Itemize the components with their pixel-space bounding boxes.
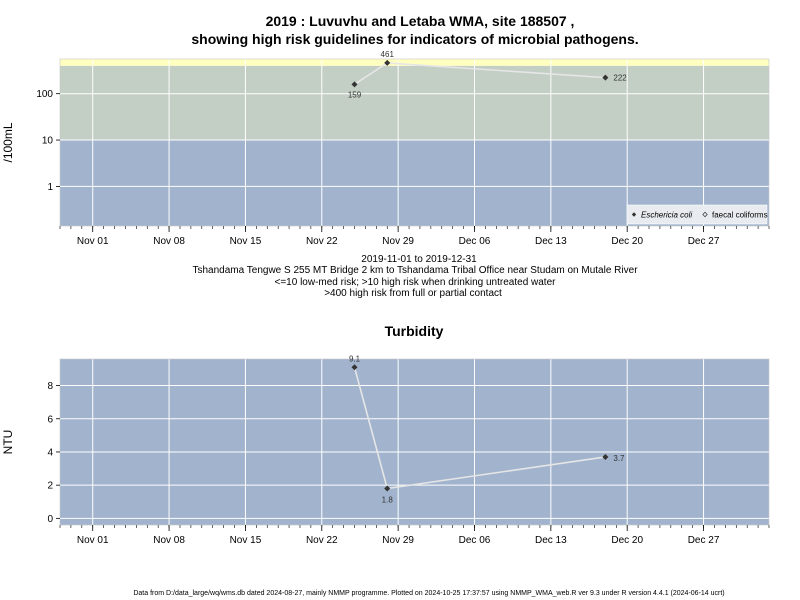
risk-band-1 xyxy=(60,65,769,141)
plot-background xyxy=(60,359,769,525)
x-tick-label: Dec 27 xyxy=(688,236,720,247)
plot-frame xyxy=(59,58,770,227)
y-tick-label: 1 xyxy=(47,182,53,193)
y-tick-label: 100 xyxy=(36,89,53,100)
x-tick-label: Dec 20 xyxy=(611,236,643,247)
x-tick-label: Nov 08 xyxy=(153,535,185,546)
data-point xyxy=(351,81,358,88)
x-tick-label: Nov 15 xyxy=(230,236,262,247)
data-label: 9.1 xyxy=(349,354,361,363)
info-risk-drinking: <=10 low-med risk; >10 high risk when dr… xyxy=(275,277,557,288)
chart-title-line2: showing high risk guidelines for indicat… xyxy=(191,31,638,47)
risk-band-2 xyxy=(60,59,769,66)
turbidity-title: Turbidity xyxy=(385,323,444,339)
data-point xyxy=(602,74,609,81)
x-tick-label: Nov 15 xyxy=(230,535,262,546)
turbidity-panel: Nov 01 Nov 08 Nov 15 Nov 22 Nov 29 Dec 06 Dec … xyxy=(1,354,770,546)
y-tick-label: 4 xyxy=(47,447,53,458)
x-tick-label: Nov 29 xyxy=(382,236,414,247)
legend-label-ecoli: Eschericia coli xyxy=(641,211,692,220)
y-axis-label: NTU xyxy=(1,430,15,455)
data-label: 3.7 xyxy=(613,454,625,463)
y-tick-label: 2 xyxy=(47,481,53,492)
x-tick-label: Dec 27 xyxy=(688,535,720,546)
y-tick-label: 6 xyxy=(47,414,53,425)
data-point xyxy=(602,453,609,460)
x-tick-label: Nov 29 xyxy=(382,535,414,546)
info-site-description: Tshandama Tengwe S 255 MT Bridge 2 km to… xyxy=(192,265,638,276)
x-tick-label: Dec 20 xyxy=(611,535,643,546)
y-tick-label: 0 xyxy=(47,514,53,525)
info-risk-contact: >400 high risk from full or partial cont… xyxy=(324,288,502,299)
plot-frame xyxy=(59,358,770,526)
x-tick-label: Nov 22 xyxy=(306,236,338,247)
footer-note: Data from D:/data_large/wq/wms.db dated … xyxy=(133,590,724,597)
x-tick-label: Dec 13 xyxy=(535,535,567,546)
data-label: 222 xyxy=(613,74,627,83)
x-tick-label: Nov 08 xyxy=(153,236,185,247)
x-tick-label: Nov 22 xyxy=(306,535,338,546)
data-point xyxy=(384,485,391,492)
y-tick-label: 8 xyxy=(47,381,53,392)
legend-label-faecal: faecal coliforms xyxy=(712,211,768,220)
legend-marker-faecal xyxy=(702,211,708,218)
chart-title-line1: 2019 : Luvuvhu and Letaba WMA, site 1885… xyxy=(266,13,575,29)
legend-marker-ecoli xyxy=(631,212,637,217)
x-tick-label: Dec 06 xyxy=(459,236,491,247)
x-tick-label: Nov 01 xyxy=(77,535,109,546)
data-label: 159 xyxy=(348,90,362,99)
info-date-range: 2019-11-01 to 2019-12-31 xyxy=(361,254,477,265)
legend-box xyxy=(626,204,768,225)
x-tick-label: Dec 06 xyxy=(459,535,491,546)
y-axis-label: /100mL xyxy=(1,122,15,162)
x-tick-label: Dec 13 xyxy=(535,236,567,247)
data-point xyxy=(384,59,391,66)
data-label: 1.8 xyxy=(382,495,394,504)
microbial-panel: Nov 01 Nov 08 Nov 15 Nov 22 Nov 29 Dec 06 Dec … xyxy=(1,50,770,247)
x-tick-label: Nov 01 xyxy=(77,236,109,247)
y-tick-label: 10 xyxy=(42,136,54,147)
data-point xyxy=(351,364,358,371)
data-label: 461 xyxy=(381,50,395,59)
